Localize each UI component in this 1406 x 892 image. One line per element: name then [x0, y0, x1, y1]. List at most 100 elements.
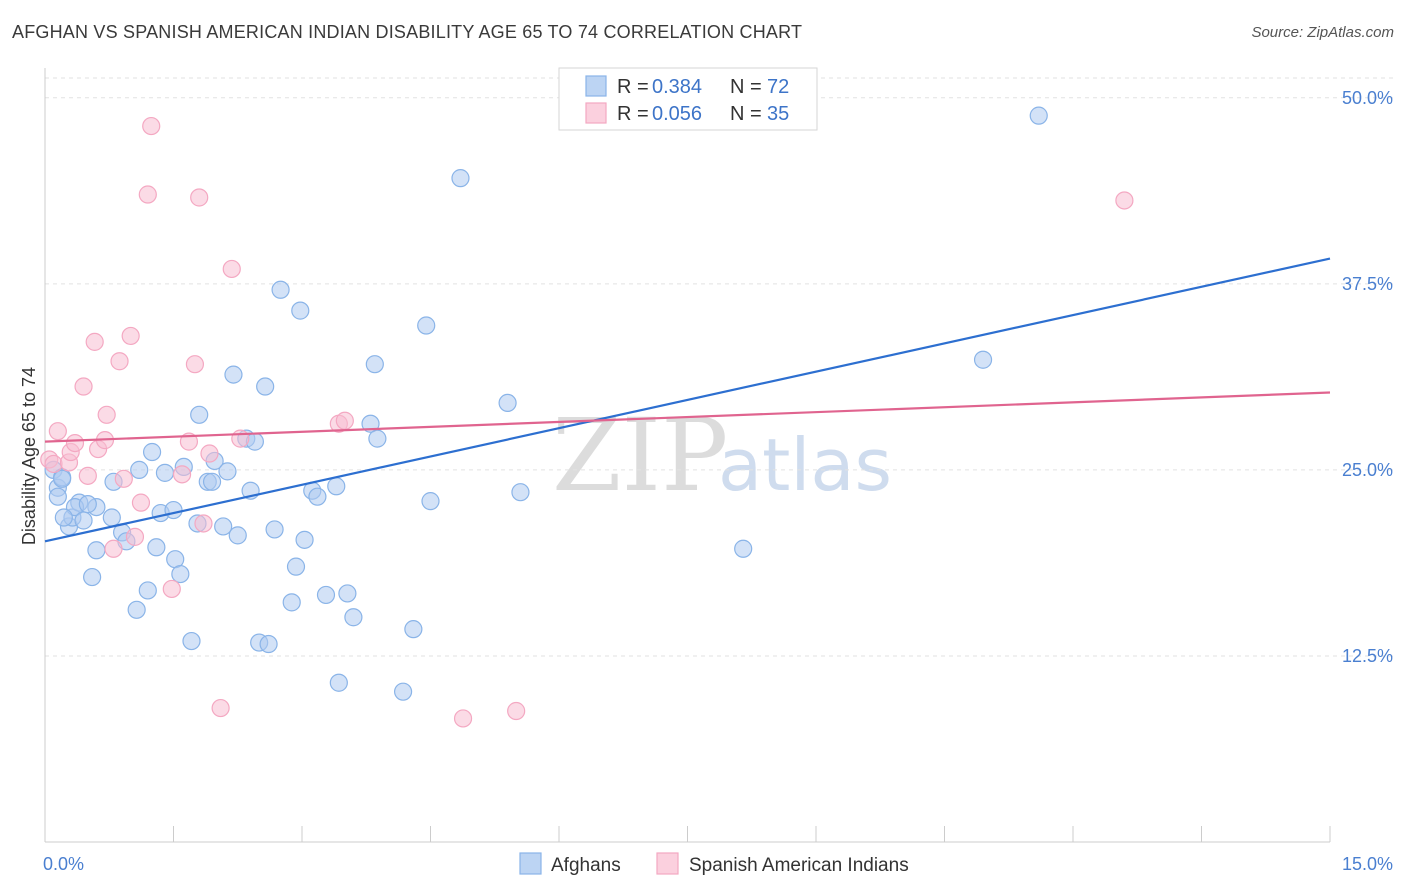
afghans-point-33: [214, 517, 233, 536]
y-tick-labels: 12.5% 25.0% 37.5% 50.0%: [1342, 88, 1393, 666]
afghans-point-31: [202, 472, 222, 491]
afghans-point-41: [256, 377, 275, 396]
afghans-point-59: [393, 682, 413, 701]
afghans-point-16: [130, 460, 149, 479]
legend-n-label-1: N =: [730, 76, 762, 98]
afghans-point-50: [308, 487, 327, 506]
afghans-point-52: [327, 477, 346, 496]
y-tick-label-1: 25.0%: [1342, 460, 1393, 480]
afghans-point-67: [973, 350, 993, 369]
bottom-legend-swatch-afghans: [519, 852, 542, 875]
afghans-point-53: [329, 673, 348, 692]
stats-legend: R = 0.384 N = 72 R = 0.056 N = 35: [558, 67, 818, 131]
afghans-point-35: [224, 365, 243, 384]
afghans-point-22: [155, 463, 175, 482]
spanish-american-indians-point-5: [65, 433, 85, 453]
afghans-point-61: [417, 316, 436, 335]
spanish-american-indians-point-15: [121, 326, 140, 346]
afghans-point-44: [271, 280, 290, 299]
source-credit: Source: ZipAtlas.com: [1251, 24, 1394, 41]
spanish-american-indians-point-23: [185, 355, 205, 374]
afghans-point-17: [127, 600, 146, 619]
afghans-point-3: [48, 487, 67, 506]
afghans-point-36: [228, 526, 247, 545]
afghans-trend-line: [44, 257, 1331, 543]
spanish-american-indians-point-33: [507, 701, 526, 721]
afghans-point-8: [74, 511, 93, 530]
legend-n-value-1: 72: [767, 76, 789, 98]
afghans-point-43: [265, 520, 284, 539]
afghans-point-71: [78, 495, 97, 514]
legend-r-value-2: 0.056: [652, 103, 702, 125]
afghans-point-55: [344, 608, 363, 627]
afghans-point-66: [734, 539, 753, 558]
afghans-point-65: [511, 483, 530, 502]
afghans-point-70: [54, 508, 73, 527]
spanish-american-indians-point-2: [48, 422, 67, 441]
legend-swatch-afghans: [585, 75, 607, 97]
spanish-american-indians-point-31: [335, 411, 354, 430]
afghans-point-10: [83, 567, 102, 587]
afghans-point-23: [164, 500, 183, 520]
afghans-point-68: [1029, 106, 1048, 125]
spanish-american-indians-point-29: [231, 429, 250, 448]
spanish-american-indians-point-21: [172, 465, 192, 484]
afghans-point-48: [295, 530, 314, 549]
watermark-atlas: atlas: [718, 423, 892, 507]
spanish-american-indians-point-8: [85, 332, 104, 351]
spanish-american-indians-point-18: [138, 185, 157, 204]
data-points: [40, 106, 1134, 728]
spanish-american-indians-point-32: [453, 709, 473, 728]
y-tick-label-3: 50.0%: [1342, 88, 1393, 108]
spanish-american-indians-point-17: [131, 493, 151, 512]
afghans-point-62: [421, 492, 440, 511]
afghans-point-51: [316, 585, 336, 605]
afghans-point-42: [259, 634, 278, 654]
spanish-american-indians-point-24: [190, 188, 209, 207]
bottom-legend-swatch-spanish-american-indians: [656, 852, 679, 875]
afghans-point-69: [53, 469, 72, 488]
afghans-point-46: [286, 557, 306, 576]
afghans-point-25: [171, 564, 190, 584]
trend-lines: [44, 257, 1331, 543]
legend-r-label-1: R =: [617, 76, 649, 98]
x-tick-min: 0.0%: [43, 854, 84, 874]
afghans-point-60: [404, 620, 423, 639]
y-tick-label-0: 12.5%: [1342, 646, 1393, 666]
afghans-point-19: [142, 442, 162, 462]
spanish-american-indians-point-16: [125, 527, 145, 546]
spanish-american-indians-point-14: [114, 469, 133, 488]
afghans-point-27: [182, 631, 201, 651]
afghans-point-20: [147, 538, 166, 557]
spanish-american-indians-point-34: [1115, 191, 1134, 210]
spanish-american-indians-point-28: [222, 259, 241, 279]
spanish-american-indians-point-19: [142, 116, 161, 136]
legend-r-label-2: R =: [617, 103, 649, 125]
spanish-american-indians-point-1: [44, 454, 63, 474]
afghans-point-18: [138, 581, 157, 600]
chart-title: AFGHAN VS SPANISH AMERICAN INDIAN DISABI…: [12, 22, 803, 42]
bottom-legend-label-afghans: Afghans: [551, 855, 621, 876]
legend-n-label-2: N =: [730, 103, 762, 125]
spanish-american-indians-point-13: [110, 352, 129, 371]
legend-swatch-spanish-american-indians: [585, 102, 607, 124]
spanish-american-indians-point-20: [162, 579, 181, 599]
afghans-point-54: [338, 584, 357, 603]
spanish-american-indians-point-25: [194, 514, 213, 533]
x-ticks: [44, 826, 1331, 842]
bottom-legend-label-spanish-american-indians: Spanish American Indians: [689, 855, 909, 876]
watermark-zip: ZIP: [552, 397, 728, 514]
y-tick-label-2: 37.5%: [1342, 274, 1393, 294]
afghans-point-63: [451, 169, 470, 188]
spanish-american-indians-point-11: [97, 405, 116, 424]
afghans-point-39: [245, 432, 264, 451]
legend-r-value-1: 0.384: [652, 76, 702, 98]
afghans-point-11: [87, 541, 106, 560]
spanish-american-indians-trend-line: [44, 391, 1331, 443]
afghans-point-47: [291, 301, 310, 320]
spanish-american-indians-point-7: [78, 466, 97, 485]
spanish-american-indians-point-12: [104, 539, 123, 558]
afghans-point-57: [365, 355, 384, 374]
x-tick-max: 15.0%: [1342, 854, 1393, 874]
